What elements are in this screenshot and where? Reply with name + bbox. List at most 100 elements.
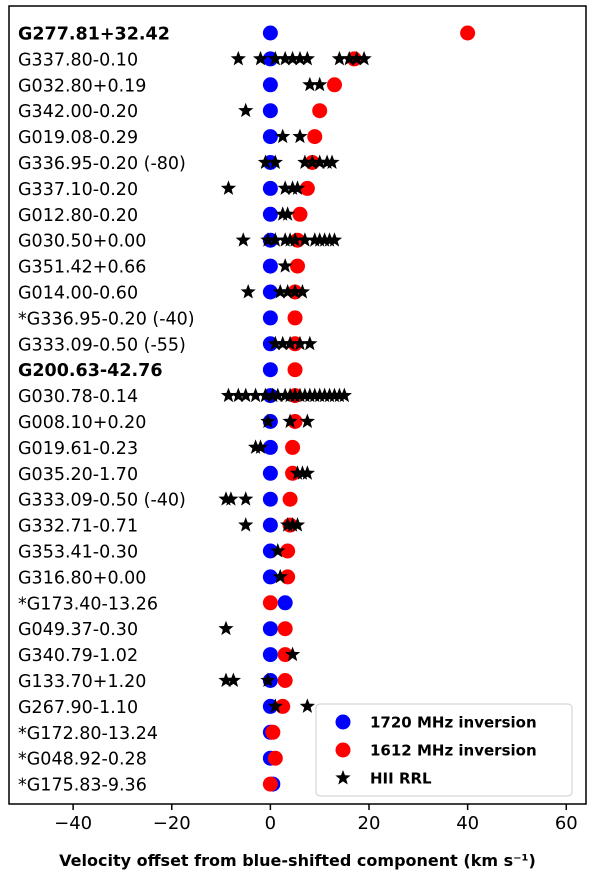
source-row: G008.10+0.20: [18, 413, 315, 433]
star-point-hii-rrl: [287, 232, 303, 247]
star-point-hii-rrl: [331, 50, 348, 66]
source-row: G049.37-0.30: [18, 620, 293, 640]
source-label: G337.10-0.20: [18, 180, 138, 200]
plot-marks: G277.81+32.42 G337.80-0.10 G032.80+0.19 G34…: [18, 25, 476, 796]
legend-label: 1720 MHz inversion: [370, 714, 537, 732]
red-point-1612mhz: [282, 491, 298, 507]
star-point-hii-rrl: [257, 387, 274, 403]
red-point-1612mhz: [277, 621, 293, 637]
star-point-hii-rrl: [277, 50, 293, 66]
source-row: *G175.83-9.36: [18, 776, 281, 796]
star-point-hii-rrl: [299, 698, 315, 713]
star-point-hii-rrl: [260, 232, 276, 247]
source-label: G049.37-0.30: [18, 620, 138, 640]
source-label: G316.80+0.00: [18, 568, 146, 588]
star-point-hii-rrl: [302, 335, 318, 351]
star-point-hii-rrl: [223, 491, 239, 506]
source-row: G014.00-0.60: [18, 284, 311, 304]
source-label: G019.08-0.29: [18, 128, 138, 148]
star-point-hii-rrl: [238, 387, 254, 403]
star-point-hii-rrl: [220, 387, 237, 403]
star-point-hii-rrl: [312, 154, 328, 169]
star-point-hii-rrl: [292, 335, 308, 351]
star-point-hii-rrl: [225, 672, 241, 687]
source-row: G035.20-1.70: [18, 465, 315, 485]
star-point-hii-rrl: [275, 335, 291, 351]
legend-label: 1612 MHz inversion: [370, 742, 537, 760]
blue-point-1720mhz: [262, 439, 278, 455]
star-point-hii-rrl: [324, 154, 340, 169]
blue-point-1720mhz: [262, 517, 278, 533]
source-row: G333.09-0.50 (-40): [18, 491, 298, 511]
x-tick-label: 40: [456, 813, 479, 834]
blue-point-1720mhz: [262, 103, 278, 119]
star-point-hii-rrl: [289, 517, 306, 532]
blue-point-1720mhz: [262, 258, 278, 274]
source-label: G008.10+0.20: [18, 413, 146, 433]
star-point-hii-rrl: [280, 206, 296, 221]
source-row: G337.10-0.20: [18, 180, 315, 200]
star-point-hii-rrl: [312, 76, 328, 92]
source-row: G030.78-0.14: [18, 387, 352, 407]
blue-point-1720mhz: [262, 25, 278, 41]
source-label: G133.70+1.20: [18, 672, 146, 692]
star-point-hii-rrl: [270, 387, 286, 403]
x-axis: −40 −20 0 20 40 60: [54, 804, 578, 834]
blue-point-1720mhz: [262, 362, 278, 378]
source-label: *G175.83-9.36: [18, 776, 147, 796]
x-tick-label: 20: [358, 813, 381, 834]
star-point-hii-rrl: [294, 284, 311, 299]
star-point-hii-rrl: [257, 154, 274, 169]
plot-frame: [8, 5, 587, 805]
star-point-hii-rrl: [292, 50, 308, 66]
star-point-hii-rrl: [240, 284, 256, 299]
source-row: G336.95-0.20 (-80): [18, 154, 340, 174]
star-point-hii-rrl: [299, 413, 315, 428]
red-point-1612mhz: [460, 25, 476, 41]
blue-point-1720mhz: [262, 206, 278, 222]
blue-point-1720mhz: [262, 77, 278, 93]
source-label: G032.80+0.19: [18, 76, 146, 96]
source-row: *G336.95-0.20 (-40): [18, 309, 303, 329]
blue-point-1720mhz: [262, 129, 278, 145]
x-tick-label: −40: [54, 813, 92, 834]
star-point-hii-rrl: [336, 387, 352, 403]
star-point-hii-rrl: [272, 568, 288, 584]
star-point-hii-rrl: [297, 154, 313, 169]
source-label: G340.79-1.02: [18, 646, 138, 666]
source-row: G337.80-0.10: [18, 50, 372, 70]
star-point-hii-rrl: [260, 672, 276, 687]
blue-point-1720mhz: [262, 491, 278, 507]
star-point-hii-rrl: [277, 180, 293, 195]
star-point-hii-rrl: [252, 50, 269, 66]
blue-point-1720mhz: [262, 284, 278, 300]
star-point-hii-rrl: [247, 387, 264, 403]
source-label: *G172.80-13.24: [18, 724, 158, 744]
source-label: G019.61-0.23: [18, 439, 138, 459]
source-row: G267.90-1.10: [18, 698, 315, 718]
source-row: G342.00-0.20: [18, 102, 328, 122]
blue-point-1720mhz: [262, 569, 278, 585]
star-point-hii-rrl: [267, 232, 283, 247]
source-label: G035.20-1.70: [18, 465, 138, 485]
star-point-hii-rrl: [287, 284, 303, 299]
source-label: G277.81+32.42: [18, 25, 170, 45]
star-point-hii-rrl: [282, 413, 298, 428]
star-point-hii-rrl: [277, 258, 293, 273]
source-label: G336.95-0.20 (-80): [18, 154, 186, 174]
legend-blue-marker: [335, 714, 351, 730]
source-label: G030.50+0.00: [18, 232, 146, 252]
star-point-hii-rrl: [238, 102, 254, 118]
source-row: G353.41-0.30: [18, 543, 296, 563]
source-row: G200.63-42.76: [18, 361, 303, 381]
star-point-hii-rrl: [267, 335, 283, 351]
red-point-1612mhz: [292, 206, 308, 222]
source-label: *G048.92-0.28: [18, 750, 147, 770]
red-point-1612mhz: [262, 776, 278, 792]
red-point-1612mhz: [326, 77, 342, 93]
red-point-1612mhz: [267, 750, 283, 766]
star-point-hii-rrl: [289, 180, 306, 195]
source-label: G333.09-0.50 (-55): [18, 335, 186, 355]
source-row: G351.42+0.66: [18, 258, 305, 278]
